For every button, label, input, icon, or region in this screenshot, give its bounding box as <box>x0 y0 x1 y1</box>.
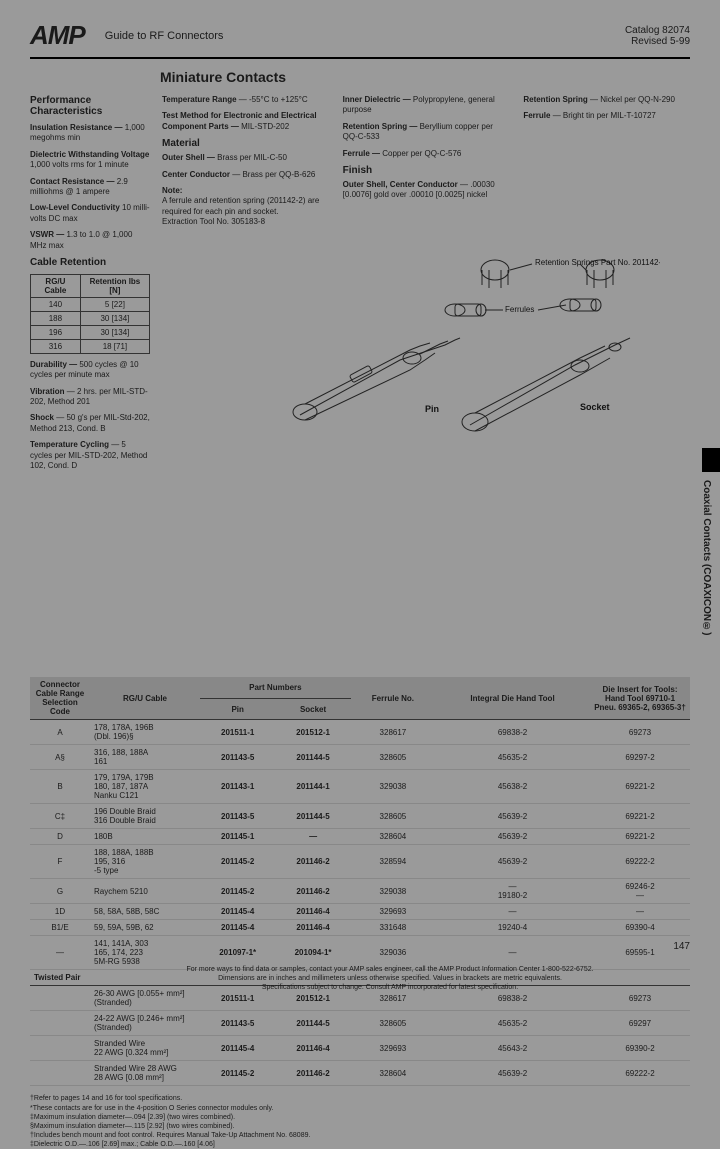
spec-item: Test Method for Electronic and Electrica… <box>162 111 329 132</box>
page-number: 147 <box>673 941 690 952</box>
table-row: 19630 [134] <box>31 325 150 339</box>
spec-item: Outer Shell — Brass per MIL-C-50 <box>162 153 329 163</box>
th-socket: Socket <box>275 698 350 720</box>
footnote: §Maximum insulation diameter—.115 [2.92]… <box>30 1122 690 1131</box>
label-ferrules: Ferrules <box>505 305 534 314</box>
spec-item: Insulation Resistance — 1,000 megohms mi… <box>30 123 150 144</box>
spec-item: Dielectric Withstanding Voltage 1,000 vo… <box>30 150 150 171</box>
spec-item: Retention Spring — Nickel per QQ-N-290 <box>523 95 690 105</box>
footnote: †Refer to pages 14 and 16 for tool speci… <box>30 1094 690 1103</box>
part-number-table: Connector Cable Range Selection Code RG/… <box>30 677 690 1086</box>
footnotes: †Refer to pages 14 and 16 for tool speci… <box>30 1094 690 1149</box>
footnote: *These contacts are for use in the 4-pos… <box>30 1104 690 1113</box>
th-ferrule: Ferrule No. <box>351 677 435 720</box>
note-text: A ferrule and retention spring (201142-2… <box>162 196 319 226</box>
table-row: Stranded Wire 22 AWG [0.324 mm²]201145-4… <box>30 1036 690 1061</box>
spec-item: Temperature Cycling — 5 cycles per MIL-S… <box>30 440 150 471</box>
finish-heading: Finish <box>343 165 510 176</box>
spec-item: Low-Level Conductivity 10 milli-volts DC… <box>30 203 150 224</box>
spec-item: Center Conductor — Brass per QQ-B-626 <box>162 170 329 180</box>
th-partnums: Part Numbers <box>200 677 351 698</box>
spec-item: Ferrule — Bright tin per MIL-T-10727 <box>523 111 690 121</box>
th-handtool: Integral Die Hand Tool <box>435 677 590 720</box>
table-row: 18830 [134] <box>31 311 150 325</box>
cable-retention-table: RG/U CableRetention lbs [N] 1405 [22]188… <box>30 274 150 354</box>
spec-item: Inner Dielectric — Polypropylene, genera… <box>343 95 510 116</box>
label-socket: Socket <box>580 402 610 412</box>
guide-title: Guide to RF Connectors <box>105 30 625 42</box>
table-row: B179, 179A, 179B 180, 187, 187A Nanku C1… <box>30 770 690 804</box>
thumb-tab <box>702 448 720 472</box>
footer-note: For more ways to find data or samples, c… <box>120 965 660 992</box>
table-row: GRaychem 5210201145-2201146-2329038— 191… <box>30 879 690 904</box>
performance-column: Performance Characteristics Insulation R… <box>30 95 150 477</box>
footnote: ‡Dielectric O.D.—.106 [2.69] max.; Cable… <box>30 1140 690 1149</box>
page-header: AMP Guide to RF Connectors Catalog 82074… <box>30 20 690 51</box>
table-row: A178, 178A, 196B (Dbl. 196)§201511-12015… <box>30 720 690 745</box>
spec-item: Ferrule — Copper per QQ-C-576 <box>343 149 510 159</box>
table-row: D180B201145-1—32860445639-269221-2 <box>30 829 690 845</box>
table-row: 31618 [71] <box>31 339 150 353</box>
label-pin: Pin <box>425 404 439 414</box>
th-cable: RG/U Cable <box>90 677 200 720</box>
section-title: Miniature Contacts <box>160 69 690 85</box>
pc-heading: Performance Characteristics <box>30 95 150 117</box>
spec-item: Durability — 500 cycles @ 10 cycles per … <box>30 360 150 381</box>
note-block: Note: A ferrule and retention spring (20… <box>162 186 329 228</box>
footnote: ‡Maximum insulation diameter—.094 [2.39]… <box>30 1113 690 1122</box>
th-pin: Pin <box>200 698 275 720</box>
th-code: Connector Cable Range Selection Code <box>30 677 90 720</box>
cable-retention-heading: Cable Retention <box>30 257 150 268</box>
spec-item: Vibration — 2 hrs. per MIL-STD-202, Meth… <box>30 387 150 408</box>
catalog-number: Catalog 82074 <box>625 25 690 36</box>
th-cable: RG/U Cable <box>31 274 81 297</box>
th-dieinsert: Die Insert for Tools: Hand Tool 69710-1 … <box>590 677 690 720</box>
spec-item: Outer Shell, Center Conductor — .00030 [… <box>343 180 510 201</box>
table-row: 24-22 AWG [0.246+ mm²] (Stranded)201143-… <box>30 1011 690 1036</box>
table-row: F188, 188A, 188B 195, 316 -5 type201145-… <box>30 845 690 879</box>
amp-logo: AMP <box>30 20 85 51</box>
table-row: 1D58, 58A, 58B, 58C201145-4201146-432969… <box>30 904 690 920</box>
table-row: Stranded Wire 28 AWG 28 AWG [0.08 mm²]20… <box>30 1061 690 1086</box>
label-retention-springs: Retention Springs Part No. 201142-2 <box>535 258 660 267</box>
spec-item: Retention Spring — Beryllium copper per … <box>343 122 510 143</box>
note-title: Note: <box>162 186 182 195</box>
footnote: †Includes bench mount and foot control. … <box>30 1131 690 1140</box>
spec-item: Shock — 50 g's per MIL-Std-202, Method 2… <box>30 413 150 434</box>
side-tab-label: Coaxial Contacts (COAXICON®) <box>701 480 712 635</box>
th-retention: Retention lbs [N] <box>80 274 149 297</box>
table-row: 1405 [22] <box>31 297 150 311</box>
spec-item: Contact Resistance — 2.9 milliohms @ 1 a… <box>30 177 150 198</box>
table-row: A§316, 188, 188A 161201143-5201144-53286… <box>30 745 690 770</box>
spec-item: Temperature Range — -55°C to +125°C <box>162 95 329 105</box>
catalog-info: Catalog 82074 Revised 5-99 <box>625 25 690 47</box>
connector-diagram: Retention Springs Part No. 201142-2 Ferr… <box>280 250 660 440</box>
revised-date: Revised 5-99 <box>625 36 690 47</box>
header-rule <box>30 57 690 59</box>
table-row: C‡196 Double Braid 316 Double Braid20114… <box>30 804 690 829</box>
spec-item: VSWR — 1.3 to 1.0 @ 1,000 MHz max <box>30 230 150 251</box>
table-row: B1/E59, 59A, 59B, 62201145-4201146-43316… <box>30 920 690 936</box>
material-heading: Material <box>162 138 329 149</box>
